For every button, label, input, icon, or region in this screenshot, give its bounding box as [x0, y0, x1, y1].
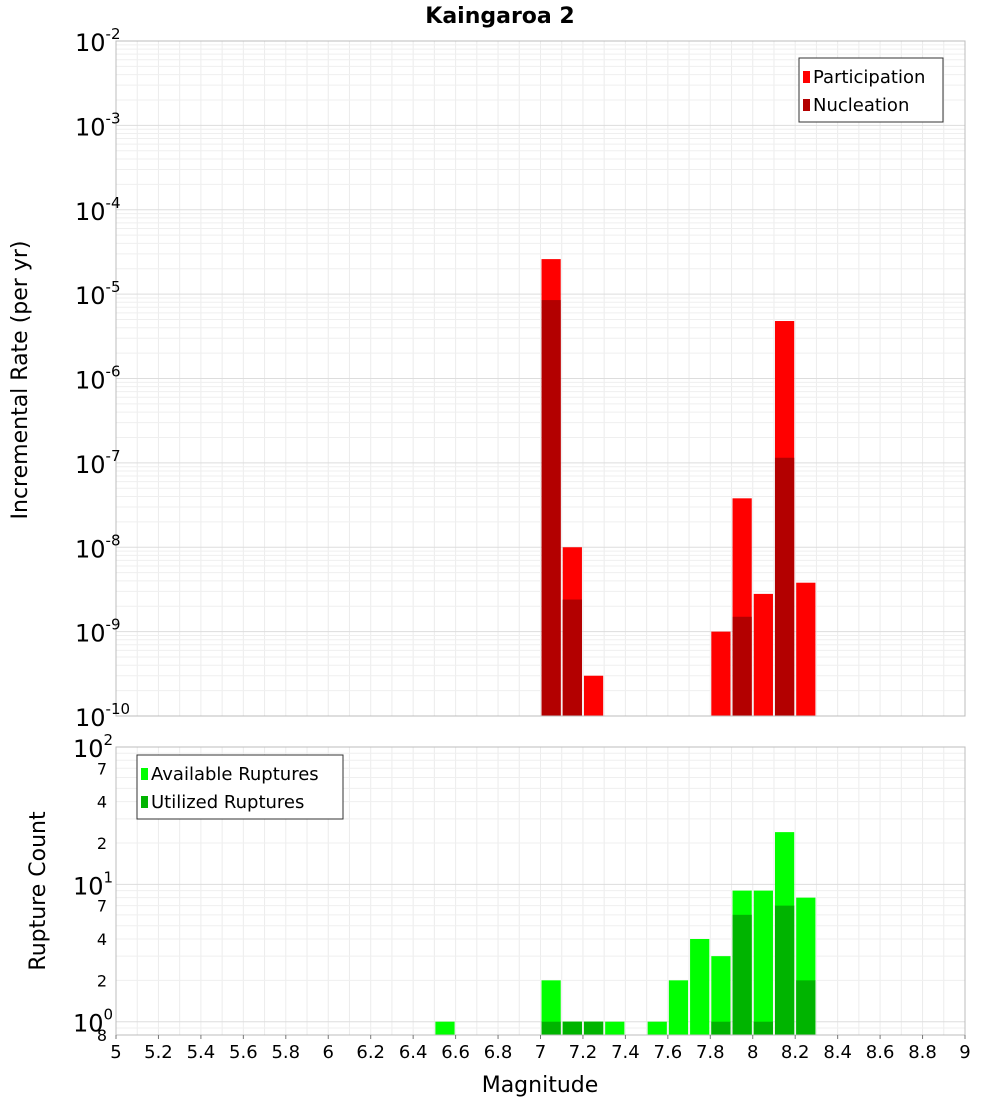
- rate-bar: [753, 593, 773, 716]
- count-legend: Available Ruptures Utilized Ruptures: [136, 754, 344, 820]
- x-tick-label: 7: [535, 1042, 546, 1063]
- count-bar: [753, 1021, 773, 1035]
- rate-legend-swatch: [803, 99, 810, 111]
- x-tick-label: 8.6: [866, 1042, 895, 1063]
- count-bar: [562, 1021, 582, 1035]
- count-y-axis-label: Rupture Count: [26, 811, 51, 971]
- rate-bar: [583, 675, 604, 716]
- rate-y-tick-label: 10-10: [75, 700, 130, 732]
- count-bar: [711, 956, 731, 1035]
- count-bar: [541, 1021, 561, 1035]
- x-tick-label: 6.8: [484, 1042, 513, 1063]
- count-y-tick-label: 8: [97, 1026, 107, 1045]
- rate-y-tick-label: 10-8: [75, 531, 121, 563]
- count-bar: [668, 980, 689, 1035]
- count-bar: [605, 1021, 625, 1035]
- count-legend-box: [136, 754, 344, 820]
- count-y-tick-label: 102: [73, 731, 113, 763]
- x-tick-label: 9: [959, 1042, 970, 1063]
- x-tick-label: 5: [110, 1042, 121, 1063]
- count-y-tick-label: 4: [97, 930, 107, 949]
- rate-bar: [774, 457, 795, 716]
- count-legend-label: Available Ruptures: [151, 764, 319, 785]
- rate-y-tick-label: 10-7: [75, 447, 121, 479]
- count-bar: [647, 1021, 667, 1035]
- count-bar: [753, 890, 773, 1035]
- rate-legend-label: Nucleation: [813, 95, 909, 116]
- x-tick-label: 6.2: [356, 1042, 385, 1063]
- x-tick-label: 8: [747, 1042, 758, 1063]
- rate-y-tick-label: 10-6: [75, 363, 121, 395]
- rate-y-axis-label: Incremental Rate (per yr): [8, 241, 33, 520]
- count-y-tick-label: 100: [73, 1006, 113, 1038]
- rate-grid: [116, 41, 965, 717]
- count-y-tick-label: 7: [97, 897, 107, 916]
- x-tick-label: 6.6: [441, 1042, 470, 1063]
- rate-bar: [562, 599, 582, 716]
- count-bar: [732, 914, 752, 1035]
- x-tick-label: 7.4: [611, 1042, 640, 1063]
- x-tick-label: 8.8: [908, 1042, 937, 1063]
- count-bar: [796, 980, 816, 1035]
- x-tick-label: 5.8: [271, 1042, 300, 1063]
- rate-y-tick-label: 10-5: [75, 278, 121, 310]
- rate-legend-swatch: [803, 71, 810, 83]
- rate-legend-box: [798, 57, 944, 123]
- x-tick-label: 5.2: [144, 1042, 173, 1063]
- count-y-tick-label: 4: [97, 793, 107, 812]
- x-tick-label: 7.2: [569, 1042, 598, 1063]
- count-bar: [541, 980, 561, 1035]
- rate-legend-label: Participation: [813, 67, 925, 88]
- count-series-1: [541, 905, 816, 1035]
- x-tick-label: 6.4: [399, 1042, 428, 1063]
- count-bar: [583, 1021, 604, 1035]
- rate-y-tick-label: 10-9: [75, 616, 121, 648]
- count-y-tick-label: 2: [97, 971, 107, 990]
- x-tick-label: 5.6: [229, 1042, 258, 1063]
- rate-bar: [541, 300, 561, 716]
- count-y-tick-label: 101: [73, 868, 113, 900]
- count-legend-label: Utilized Ruptures: [151, 792, 304, 813]
- rate-y-tick-label: 10-3: [75, 109, 121, 141]
- rate-series-1: [541, 300, 795, 716]
- rate-y-tick-label: 10-2: [75, 25, 121, 57]
- rate-bar: [796, 582, 816, 716]
- rate-y-tick-label: 10-4: [75, 194, 121, 226]
- count-legend-swatch: [141, 796, 148, 808]
- count-y-tick-label: 2: [97, 834, 107, 853]
- chart-title: Kaingaroa 2: [425, 4, 574, 29]
- x-tick-label: 7.6: [654, 1042, 683, 1063]
- x-tick-label: 7.8: [696, 1042, 725, 1063]
- rate-bar: [711, 631, 731, 716]
- rate-bar: [732, 616, 752, 716]
- x-tick-label: 6: [323, 1042, 334, 1063]
- x-tick-label: 5.4: [187, 1042, 216, 1063]
- rate-legend: Participation Nucleation: [798, 57, 944, 123]
- rate-plot-frame: [115, 40, 966, 717]
- x-axis-label: Magnitude: [482, 1073, 599, 1098]
- count-bar: [774, 905, 795, 1035]
- count-legend-swatch: [141, 768, 148, 780]
- x-tick-label: 8.2: [781, 1042, 810, 1063]
- x-tick-label: 8.4: [823, 1042, 852, 1063]
- count-y-tick-label: 7: [97, 759, 107, 778]
- count-bar: [711, 1021, 731, 1035]
- count-bar: [690, 939, 710, 1035]
- count-bar: [435, 1021, 455, 1035]
